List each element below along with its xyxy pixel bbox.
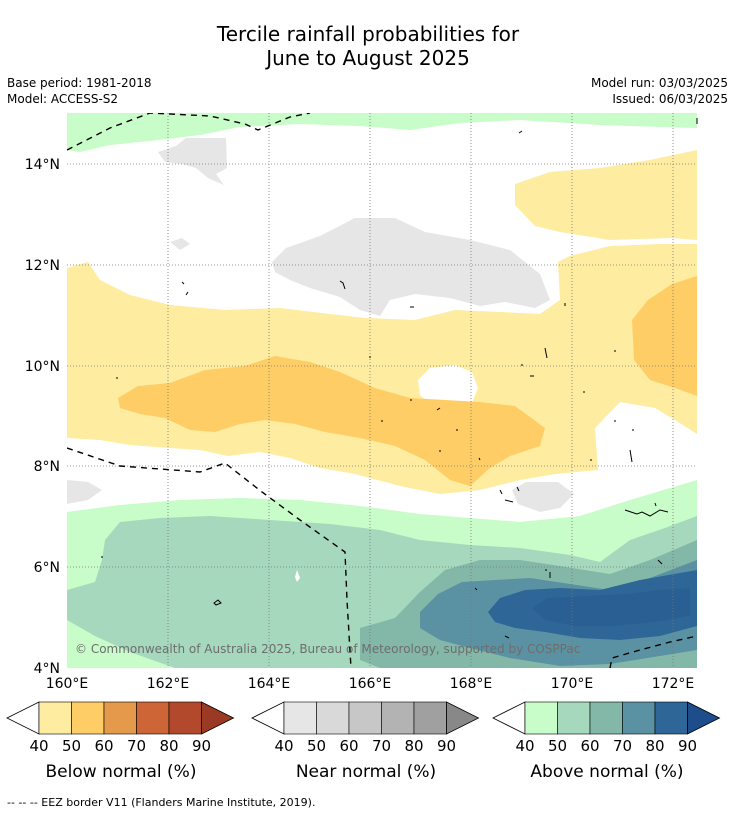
near-normal-40-50-central — [272, 218, 550, 316]
below-normal-40-50-northeast — [515, 150, 697, 240]
colorbar-tick-label: 50 — [548, 737, 567, 755]
colorbar-tick-label: 80 — [404, 737, 423, 755]
colorbar-cell — [168, 701, 202, 735]
colorbar-tick-label: 40 — [515, 737, 534, 755]
colorbar-low-extension — [251, 701, 285, 735]
colorbar: 40 50 60 70 80 90 — [492, 701, 721, 755]
near-normal-colorbar-label: Near normal (%) — [295, 762, 437, 782]
map-title-line1: Tercile rainfall probabilities for — [216, 22, 520, 46]
lon-label: 168°E — [450, 676, 493, 692]
base-period: Base period: 1981-2018 — [7, 76, 152, 90]
lon-label: 160°E — [46, 676, 89, 692]
colorbar-cell — [524, 701, 558, 735]
model-run-date: Model run: 03/03/2025 — [590, 76, 728, 90]
lon-label: 164°E — [248, 676, 291, 692]
lon-label: 162°E — [147, 676, 190, 692]
colorbar-cell — [413, 701, 447, 735]
colorbar-tick-label: 60 — [94, 737, 113, 755]
eez-borders — [67, 113, 697, 668]
colorbar-tick-label: 50 — [307, 737, 326, 755]
colorbar-cell — [136, 701, 170, 735]
lat-label: 6°N — [34, 560, 60, 576]
lat-label: 12°N — [25, 258, 60, 274]
longitude-labels: 160°E 162°E 164°E 166°E 168°E 170°E 172°… — [46, 676, 695, 692]
lat-label: 10°N — [25, 359, 60, 375]
near-normal-40-50-southwest — [67, 480, 102, 504]
colorbar: 40 50 60 70 80 90 — [251, 701, 480, 755]
island-white — [295, 570, 300, 582]
lon-label: 172°E — [652, 676, 695, 692]
near-normal-40-50-small — [170, 238, 190, 250]
colorbar: 40 50 60 70 80 90 — [6, 701, 235, 755]
graticule — [67, 113, 697, 668]
above-normal-80-90-core — [532, 588, 690, 626]
colorbar-cell — [622, 701, 656, 735]
colorbar-high-extension — [687, 701, 721, 735]
colorbar-cell — [71, 701, 105, 735]
near-normal-40-50-northwest — [158, 138, 227, 185]
map-title-line2: June to August 2025 — [266, 46, 470, 70]
colorbar-tick-label: 80 — [159, 737, 178, 755]
colorbar-tick-label: 80 — [645, 737, 664, 755]
above-normal-40-50-north — [67, 113, 697, 152]
lat-label: 8°N — [34, 459, 60, 475]
copyright-notice: © Commonwealth of Australia 2025, Bureau… — [75, 642, 580, 656]
colorbar-tick-label: 50 — [62, 737, 81, 755]
colorbar-cell — [316, 701, 350, 735]
near-normal-40-50-southeast — [512, 482, 574, 512]
colorbar-tick-label: 40 — [274, 737, 293, 755]
colorbar-tick-label: 90 — [437, 737, 456, 755]
lat-label: 4°N — [34, 661, 60, 677]
colorbar-group: 40 50 60 70 80 90 40 50 60 70 80 90 40 50 60 70 80 90 — [6, 701, 721, 755]
probability-fields — [67, 113, 697, 668]
model-name: Model: ACCESS-S2 — [7, 92, 119, 106]
colorbar-cell — [283, 701, 317, 735]
colorbar-tick-label: 90 — [678, 737, 697, 755]
colorbar-cell — [381, 701, 415, 735]
colorbar-tick-label: 40 — [29, 737, 48, 755]
colorbar-tick-label: 70 — [127, 737, 146, 755]
colorbar-cell — [589, 701, 623, 735]
colorbar-tick-label: 70 — [372, 737, 391, 755]
colorbar-low-extension — [492, 701, 526, 735]
below-normal-50-60-west — [118, 356, 545, 486]
colorbar-tick-label: 70 — [613, 737, 632, 755]
colorbar-high-extension — [446, 701, 480, 735]
below-normal-colorbar-label: Below normal (%) — [45, 762, 197, 782]
colorbar-low-extension — [6, 701, 40, 735]
colorbar-cell — [103, 701, 137, 735]
below-normal-50-60-east — [632, 276, 697, 396]
colorbar-cell — [38, 701, 72, 735]
lon-label: 170°E — [551, 676, 594, 692]
colorbar-cell — [557, 701, 591, 735]
colorbar-tick-label: 60 — [339, 737, 358, 755]
colorbar-high-extension — [201, 701, 235, 735]
colorbar-tick-label: 60 — [580, 737, 599, 755]
colorbar-cell — [348, 701, 382, 735]
colorbar-cell — [654, 701, 688, 735]
issued-date: Issued: 06/03/2025 — [612, 92, 728, 106]
colorbar-tick-label: 90 — [192, 737, 211, 755]
above-normal-colorbar-label: Above normal (%) — [530, 762, 684, 782]
lon-label: 166°E — [349, 676, 392, 692]
latitude-labels: 14°N 12°N 10°N 8°N 6°N 4°N — [25, 157, 60, 677]
eez-footnote: -- -- -- EEZ border V11 (Flanders Marine… — [7, 796, 316, 809]
lat-label: 14°N — [25, 157, 60, 173]
islands — [101, 118, 698, 639]
